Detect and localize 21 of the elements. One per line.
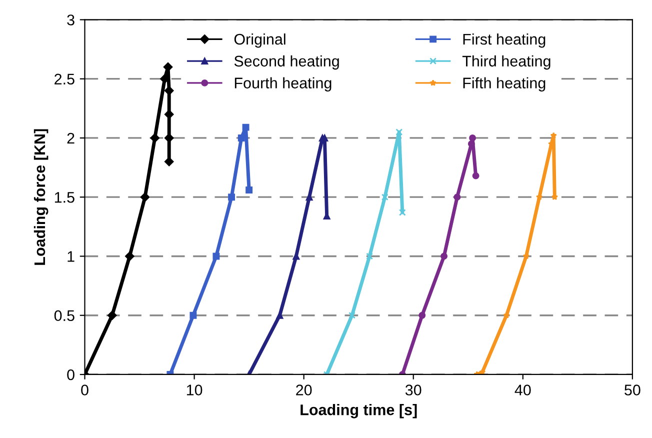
y-tick-label: 0 xyxy=(67,369,74,380)
y-axis-title: Loading force [KN] xyxy=(34,129,48,265)
x-tick-label: 40 xyxy=(514,384,531,396)
y-tick-label: 0.5 xyxy=(54,310,74,322)
legend-label: Second heating xyxy=(234,55,339,70)
legend-label: Original xyxy=(234,33,286,48)
x-tick-label: 10 xyxy=(186,384,202,396)
y-tick-label: 3 xyxy=(67,14,74,26)
legend-label: Third heating xyxy=(462,55,550,70)
y-tick-label: 1.5 xyxy=(54,192,74,203)
y-tick-label: 1 xyxy=(68,251,74,262)
x-tick-label: 0 xyxy=(81,384,88,396)
legend-label: Fourth heating xyxy=(234,77,332,92)
x-tick-label: 20 xyxy=(296,384,312,396)
y-tick-label: 2 xyxy=(67,132,74,144)
x-tick-label: 50 xyxy=(624,384,640,396)
legend-label: First heating xyxy=(463,33,546,48)
x-axis-title: Loading time [s] xyxy=(300,404,417,418)
y-tick-label: 2.5 xyxy=(54,74,74,85)
legend-label: Fifth heating xyxy=(463,77,546,92)
x-tick-label: 30 xyxy=(405,384,422,396)
